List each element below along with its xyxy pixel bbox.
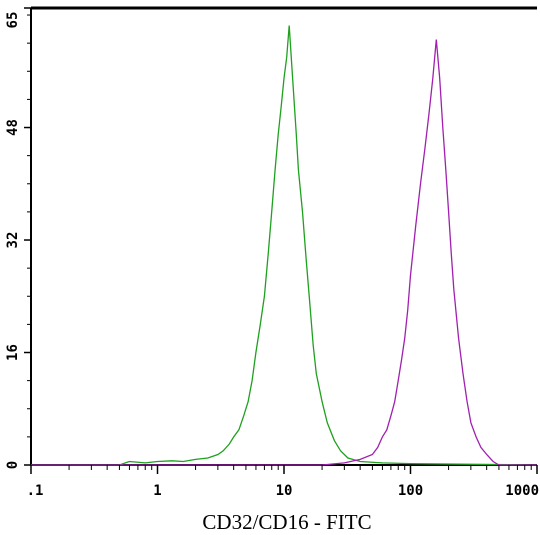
x-tick-label: 100: [398, 483, 423, 499]
x-tick-label: 10: [276, 483, 293, 499]
x-axis-label: CD32/CD16 - FITC: [202, 510, 371, 534]
x-axis-ticks: .1 1 10 100 1000: [27, 465, 539, 499]
x-tick-label: 1000: [505, 483, 539, 499]
series-1-line: [31, 25, 538, 466]
x-tick-label: 1: [153, 483, 161, 499]
y-tick-label: 0: [5, 461, 21, 469]
y-tick-label: 48: [5, 119, 21, 136]
y-tick-label: 65: [5, 12, 21, 29]
y-tick-label: 32: [5, 232, 21, 249]
series-layer: [31, 25, 538, 466]
y-tick-label: 16: [5, 344, 21, 361]
x-tick-label: .1: [27, 483, 44, 499]
y-axis-ticks: 0 16 32 48 65: [5, 7, 31, 469]
series-2-line: [31, 39, 537, 466]
